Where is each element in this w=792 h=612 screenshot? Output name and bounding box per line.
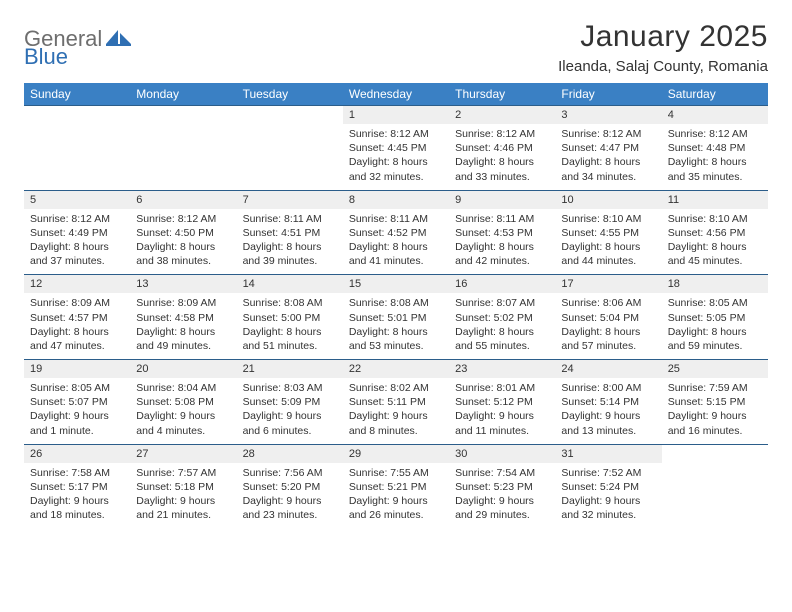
day-detail-cell: Sunrise: 8:10 AMSunset: 4:56 PMDaylight:… (662, 209, 768, 275)
weekday-header: Saturday (662, 83, 768, 106)
day-number-cell: 12 (24, 275, 130, 294)
day-number-cell: 25 (662, 360, 768, 379)
day-detail-cell: Sunrise: 8:08 AMSunset: 5:01 PMDaylight:… (343, 293, 449, 359)
day-number-cell (24, 106, 130, 125)
day-detail-cell: Sunrise: 8:02 AMSunset: 5:11 PMDaylight:… (343, 378, 449, 444)
day-detail-cell: Sunrise: 8:06 AMSunset: 5:04 PMDaylight:… (555, 293, 661, 359)
location-subtitle: Ileanda, Salaj County, Romania (558, 58, 768, 75)
weekday-header: Sunday (24, 83, 130, 106)
day-detail-cell: Sunrise: 8:03 AMSunset: 5:09 PMDaylight:… (237, 378, 343, 444)
day-detail-cell (130, 124, 236, 190)
day-detail-cell: Sunrise: 8:01 AMSunset: 5:12 PMDaylight:… (449, 378, 555, 444)
day-number-cell: 24 (555, 360, 661, 379)
day-detail-cell: Sunrise: 8:12 AMSunset: 4:46 PMDaylight:… (449, 124, 555, 190)
day-number-cell: 9 (449, 190, 555, 209)
day-detail-cell: Sunrise: 8:11 AMSunset: 4:51 PMDaylight:… (237, 209, 343, 275)
day-number-cell: 8 (343, 190, 449, 209)
day-number-cell: 27 (130, 444, 236, 463)
day-detail-cell: Sunrise: 8:12 AMSunset: 4:45 PMDaylight:… (343, 124, 449, 190)
day-number-cell: 7 (237, 190, 343, 209)
day-number-cell: 21 (237, 360, 343, 379)
day-number-row: 262728293031 (24, 444, 768, 463)
day-detail-cell: Sunrise: 8:12 AMSunset: 4:47 PMDaylight:… (555, 124, 661, 190)
day-number-cell: 31 (555, 444, 661, 463)
day-number-cell: 17 (555, 275, 661, 294)
day-detail-cell: Sunrise: 8:09 AMSunset: 4:57 PMDaylight:… (24, 293, 130, 359)
day-detail-cell: Sunrise: 7:54 AMSunset: 5:23 PMDaylight:… (449, 463, 555, 529)
weekday-header: Friday (555, 83, 661, 106)
day-number-row: 567891011 (24, 190, 768, 209)
day-detail-cell: Sunrise: 8:11 AMSunset: 4:53 PMDaylight:… (449, 209, 555, 275)
day-detail-row: Sunrise: 8:12 AMSunset: 4:45 PMDaylight:… (24, 124, 768, 190)
day-number-cell: 18 (662, 275, 768, 294)
day-detail-cell: Sunrise: 8:05 AMSunset: 5:05 PMDaylight:… (662, 293, 768, 359)
day-number-cell: 11 (662, 190, 768, 209)
weekday-header: Wednesday (343, 83, 449, 106)
day-number-cell: 15 (343, 275, 449, 294)
day-detail-cell: Sunrise: 7:59 AMSunset: 5:15 PMDaylight:… (662, 378, 768, 444)
logo-sail-icon (106, 28, 132, 51)
day-detail-cell: Sunrise: 7:52 AMSunset: 5:24 PMDaylight:… (555, 463, 661, 529)
day-number-cell (662, 444, 768, 463)
day-number-cell: 14 (237, 275, 343, 294)
weekday-header: Monday (130, 83, 236, 106)
day-detail-row: Sunrise: 8:12 AMSunset: 4:49 PMDaylight:… (24, 209, 768, 275)
day-detail-cell: Sunrise: 8:11 AMSunset: 4:52 PMDaylight:… (343, 209, 449, 275)
day-number-cell: 22 (343, 360, 449, 379)
page-title: January 2025 (558, 20, 768, 54)
day-number-row: 19202122232425 (24, 360, 768, 379)
day-detail-cell: Sunrise: 7:58 AMSunset: 5:17 PMDaylight:… (24, 463, 130, 529)
day-number-row: 1234 (24, 106, 768, 125)
day-detail-cell: Sunrise: 8:12 AMSunset: 4:49 PMDaylight:… (24, 209, 130, 275)
day-detail-cell: Sunrise: 8:09 AMSunset: 4:58 PMDaylight:… (130, 293, 236, 359)
day-detail-cell: Sunrise: 7:57 AMSunset: 5:18 PMDaylight:… (130, 463, 236, 529)
day-detail-cell (662, 463, 768, 529)
day-number-cell: 28 (237, 444, 343, 463)
day-number-cell: 23 (449, 360, 555, 379)
day-detail-row: Sunrise: 8:05 AMSunset: 5:07 PMDaylight:… (24, 378, 768, 444)
day-number-cell (237, 106, 343, 125)
title-block: January 2025 Ileanda, Salaj County, Roma… (558, 20, 768, 75)
day-detail-cell: Sunrise: 8:04 AMSunset: 5:08 PMDaylight:… (130, 378, 236, 444)
weekday-header: Tuesday (237, 83, 343, 106)
day-detail-row: Sunrise: 8:09 AMSunset: 4:57 PMDaylight:… (24, 293, 768, 359)
calendar-table: SundayMondayTuesdayWednesdayThursdayFrid… (24, 83, 768, 528)
day-number-cell: 10 (555, 190, 661, 209)
header: General January 2025 Ileanda, Salaj Coun… (24, 20, 768, 75)
day-detail-cell: Sunrise: 7:56 AMSunset: 5:20 PMDaylight:… (237, 463, 343, 529)
day-number-cell: 20 (130, 360, 236, 379)
day-detail-cell: Sunrise: 8:08 AMSunset: 5:00 PMDaylight:… (237, 293, 343, 359)
day-detail-cell: Sunrise: 8:12 AMSunset: 4:50 PMDaylight:… (130, 209, 236, 275)
day-detail-cell: Sunrise: 8:10 AMSunset: 4:55 PMDaylight:… (555, 209, 661, 275)
logo-subtext: Blue (24, 44, 68, 70)
day-number-cell: 3 (555, 106, 661, 125)
day-number-cell: 30 (449, 444, 555, 463)
weekday-header-row: SundayMondayTuesdayWednesdayThursdayFrid… (24, 83, 768, 106)
day-number-cell: 4 (662, 106, 768, 125)
day-detail-cell (24, 124, 130, 190)
day-number-cell (130, 106, 236, 125)
day-detail-cell: Sunrise: 7:55 AMSunset: 5:21 PMDaylight:… (343, 463, 449, 529)
day-number-cell: 13 (130, 275, 236, 294)
day-number-cell: 29 (343, 444, 449, 463)
day-number-cell: 26 (24, 444, 130, 463)
day-detail-cell: Sunrise: 8:05 AMSunset: 5:07 PMDaylight:… (24, 378, 130, 444)
day-number-cell: 19 (24, 360, 130, 379)
day-number-cell: 5 (24, 190, 130, 209)
day-detail-row: Sunrise: 7:58 AMSunset: 5:17 PMDaylight:… (24, 463, 768, 529)
day-detail-cell (237, 124, 343, 190)
day-number-cell: 1 (343, 106, 449, 125)
day-number-cell: 6 (130, 190, 236, 209)
day-detail-cell: Sunrise: 8:12 AMSunset: 4:48 PMDaylight:… (662, 124, 768, 190)
day-detail-cell: Sunrise: 8:07 AMSunset: 5:02 PMDaylight:… (449, 293, 555, 359)
weekday-header: Thursday (449, 83, 555, 106)
day-number-cell: 2 (449, 106, 555, 125)
day-number-row: 12131415161718 (24, 275, 768, 294)
day-detail-cell: Sunrise: 8:00 AMSunset: 5:14 PMDaylight:… (555, 378, 661, 444)
day-number-cell: 16 (449, 275, 555, 294)
